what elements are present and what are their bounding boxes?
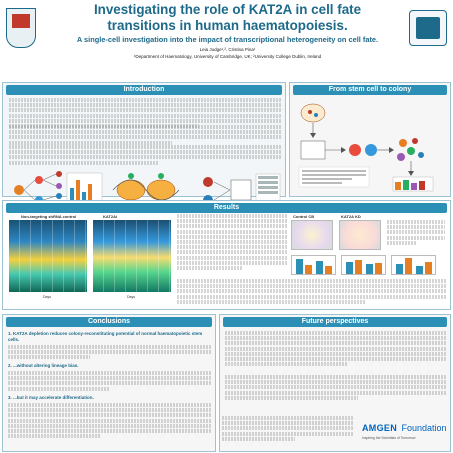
conclusion-3: 3. ...but it may accelerate differentiat… [8,395,94,400]
bar-3c [416,266,423,274]
intro-paragraph-1 [9,98,281,138]
bar-plot-2 [341,255,386,275]
kat2a-colony-image [339,220,381,250]
heatmap-right-title: KAT2Ai [103,214,118,219]
university-crest-logo [6,8,36,48]
conclusions-heading: Conclusions [6,317,212,327]
bar-1c [316,261,323,274]
control-colony-image [291,220,333,250]
conclusion-2-text [8,371,212,393]
colony-workflow-diagram [298,103,434,192]
control-colony-label: Control CB [293,214,315,219]
bar-1d [325,266,332,274]
heatmap-left-title: Non-targeting shRNA control [21,214,77,219]
heatmap-kat2a [93,220,171,292]
heatmap-kat2a-grid [93,220,171,292]
bar-1b [305,265,312,274]
stem-cell-heading: From stem cell to colony [293,85,447,95]
institution-logo [409,10,447,46]
crest-shield-icon [12,14,30,28]
author-list: Leia Judge¹,², Cristina Pina¹ [199,47,256,52]
bar-2a [346,262,353,274]
foundation-wordmark: Foundation [401,423,447,433]
bar-2b [355,260,362,274]
conclusion-3-text [8,403,212,447]
bar-3d [425,262,432,274]
bar-3a [396,264,403,274]
poster-subtitle: A single-cell investigation into the imp… [76,35,379,44]
bar-3b [405,258,412,274]
heatmap-control [9,220,87,292]
results-panel: Results Non-targeting shRNA control KAT2… [2,200,451,310]
colony-caption [387,220,445,250]
amgen-wordmark: AMGEN [362,423,397,433]
kat2a-colony-label: KAT2A KD [341,214,361,219]
heatmap-right-days-label: Days [127,295,135,299]
stem-cell-panel: From stem cell to colony [289,82,451,197]
bar-2d [375,263,382,274]
introduction-panel: Introduction [2,82,286,234]
poster-header: Investigating the role of KAT2A in cell … [0,0,453,78]
heatmap-control-grid [9,220,87,292]
heatmap-left-days-label: Days [43,295,51,299]
amgen-tagline: Inspiring the Scientists of Tomorrow [362,436,416,440]
results-heading: Results [6,203,447,213]
affiliation: ¹Department of Haematology, University o… [133,54,322,59]
title-line-2: transitions in human haematopoiesis. [107,18,348,33]
bar-1a [296,259,303,274]
future-paragraph-2 [225,375,447,405]
title-line-1: Investigating the role of KAT2A in cell … [93,2,362,17]
acknowledgement-note [222,416,354,446]
results-text-block-1 [177,214,287,274]
results-text-block-2 [177,279,447,307]
conclusions-panel: Conclusions 1. KAT2A depletion reduces c… [2,314,216,452]
future-heading: Future perspectives [223,317,447,327]
future-paragraph-1 [225,331,447,371]
intro-paragraph-3 [9,145,281,169]
introduction-heading: Introduction [6,85,282,95]
poster-title: Investigating the role of KAT2A in cell … [60,2,395,34]
future-perspectives-panel: Future perspectives [219,314,451,452]
bar-plot-1 [291,255,336,275]
conclusion-2: 2. ...without altering lineage bias. [8,363,79,368]
bar-plot-3 [391,255,436,275]
conclusion-1-text [8,345,212,361]
bar-2c [366,264,373,274]
intro-paragraph-2 [9,125,281,149]
institution-emblem-icon [416,17,440,39]
conclusion-1: 1. KAT2A depletion reduces colony-recons… [8,331,203,342]
amgen-foundation-logo: AMGEN Foundation Inspiring the Scientist… [362,418,448,444]
